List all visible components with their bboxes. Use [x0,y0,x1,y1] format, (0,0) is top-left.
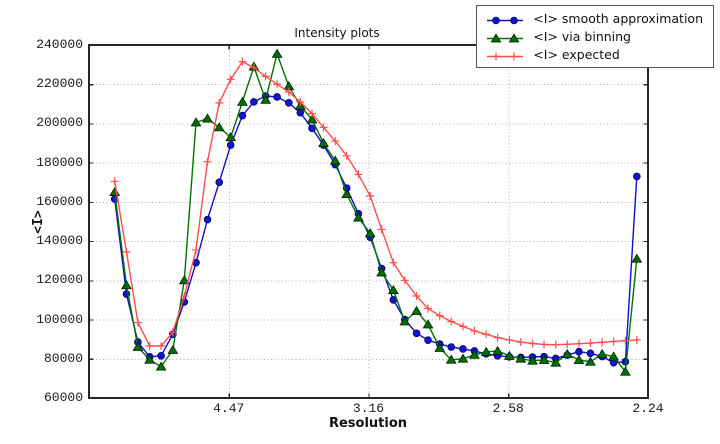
series-1 [109,48,643,376]
legend-line-sample-plus [485,48,525,61]
legend-sample-glyph [487,16,524,25]
y-tick-label: 200000 [36,115,83,131]
legend-item-expected: <I> expected [485,47,703,62]
y-tick-label: 80000 [43,350,83,366]
y-tick-label: 240000 [36,37,83,52]
y-tick-label: 180000 [36,154,83,170]
y-tick-label: 140000 [36,233,83,249]
legend-sample-glyph [487,52,524,61]
chart-title: Intensity plots [294,26,380,40]
y-tick-label: 220000 [36,76,83,92]
x-tick-label: 2.58 [492,401,524,416]
x-tick-label: 2.24 [632,401,664,416]
legend-item-via-binning: <I> via binning [485,29,703,44]
legend-label: <I> expected [533,47,620,62]
legend: <I> smooth approximation <I> via binning… [476,5,714,68]
legend-label: <I> smooth approximation [533,11,703,26]
x-axis-label: Resolution [328,416,408,431]
y-tick-label: 100000 [36,311,83,327]
legend-label: <I> via binning [533,29,631,44]
legend-line-sample-triangle [485,30,525,43]
series-0 [110,92,641,367]
legend-item-smooth-approximation: <I> smooth approximation [485,11,703,26]
series-2 [110,57,641,351]
y-tick-label: 160000 [36,193,83,209]
y-tick-label: 120000 [36,272,83,288]
legend-line-sample-circle [485,12,525,25]
x-tick-label: 3.16 [352,401,385,416]
legend-sample-glyph [487,33,524,43]
y-tick-label: 60000 [43,390,83,405]
x-tick-label: 4.47 [213,401,245,416]
